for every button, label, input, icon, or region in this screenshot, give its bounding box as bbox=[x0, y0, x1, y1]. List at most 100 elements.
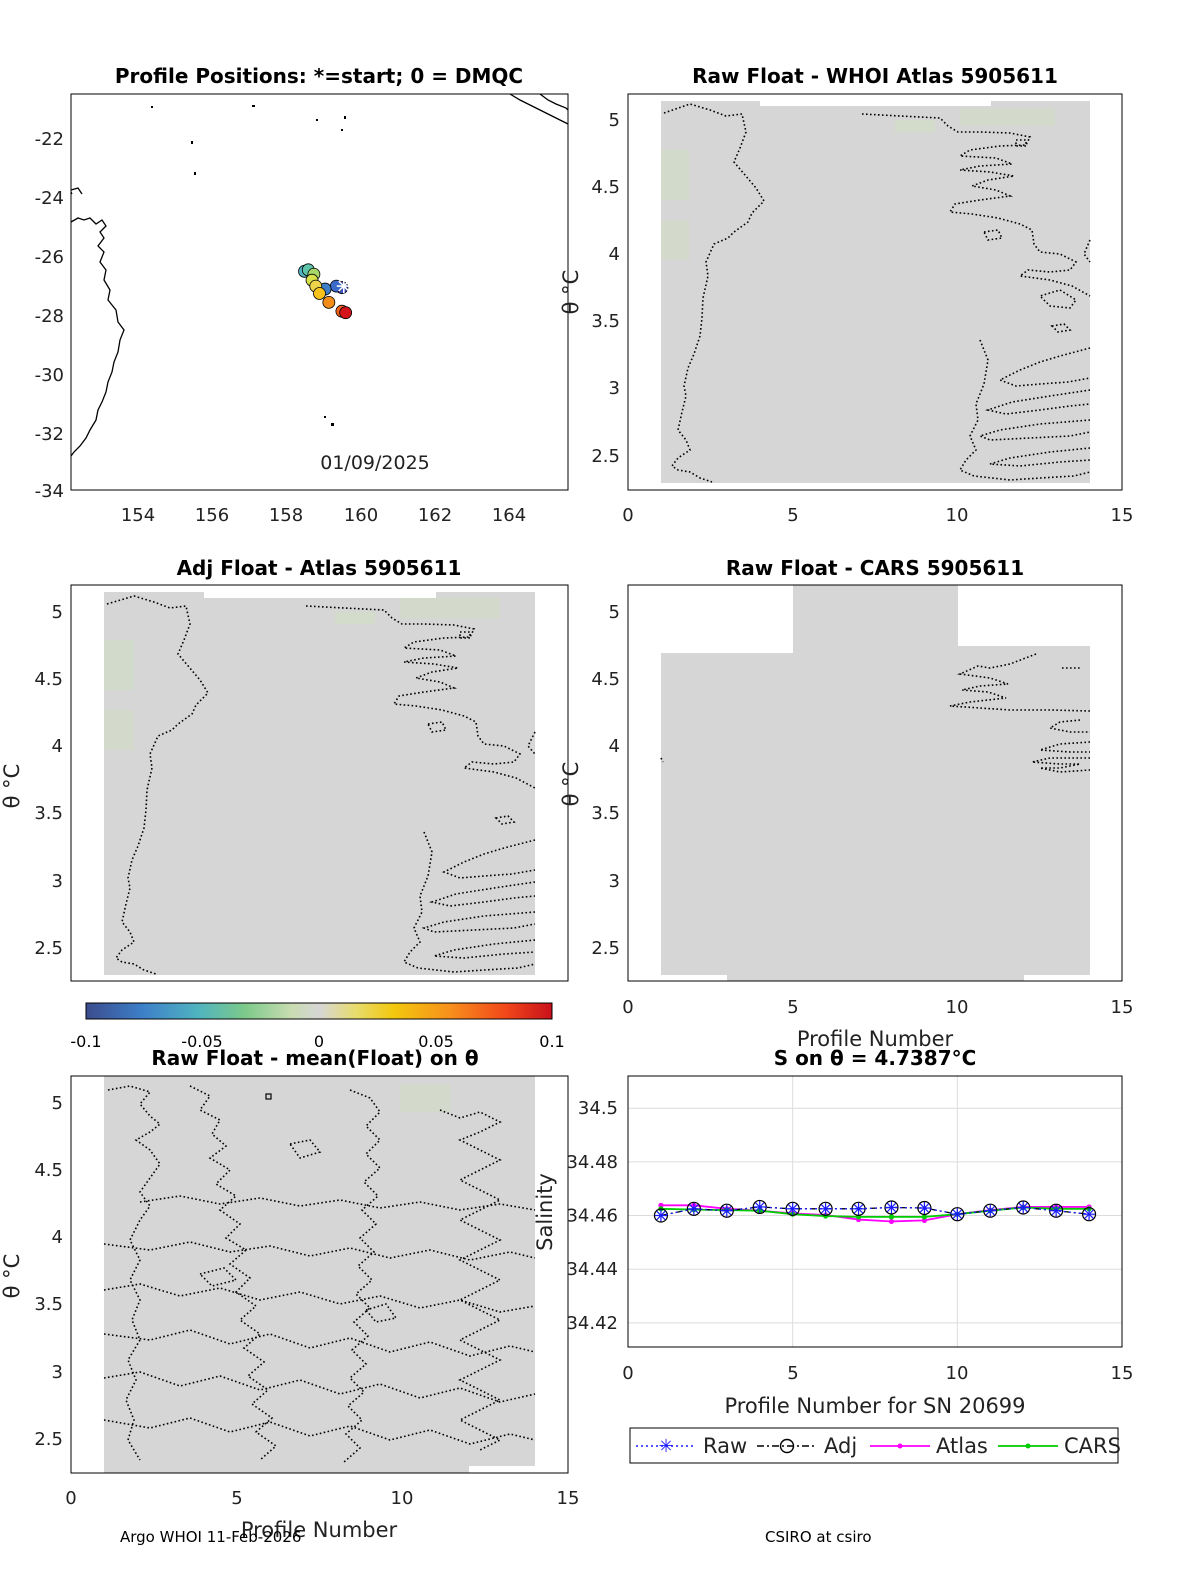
mean-xtick: 15 bbox=[557, 1488, 580, 1509]
legend-item-raw: ✳ Raw bbox=[636, 1434, 747, 1458]
map-panel: Profile Positions: *=start; 0 = DMQC 01/… bbox=[35, 64, 569, 526]
adj-frame bbox=[70, 584, 569, 982]
cars-contours bbox=[660, 653, 1091, 773]
mean-contours bbox=[103, 1085, 536, 1463]
series-raw-point bbox=[984, 1204, 997, 1217]
whoi-panel-title: Raw Float - WHOI Atlas 5905611 bbox=[692, 64, 1058, 88]
salinity-y-label: Salinity bbox=[533, 1173, 557, 1251]
salinity-legend: ✳ Raw Adj Atlas CARS bbox=[629, 1427, 1121, 1464]
whoi-xtick: 10 bbox=[946, 505, 969, 526]
mean-xtick: 5 bbox=[231, 1488, 242, 1509]
series-raw-point bbox=[852, 1202, 865, 1215]
mean-y-ticks: 5 4.5 4 3.5 3 2.5 bbox=[34, 1093, 63, 1450]
adj-field-patch bbox=[104, 710, 134, 750]
profile-position-markers bbox=[298, 263, 353, 320]
whoi-y-ticks: 5 4.5 4 3.5 3 2.5 bbox=[591, 110, 620, 467]
whoi-frame bbox=[627, 93, 1123, 491]
map-x-ticks: 154 156 158 160 162 164 bbox=[121, 505, 526, 526]
colorbar-tick: -0.05 bbox=[181, 1032, 222, 1051]
whoi-ytick: 3.5 bbox=[591, 311, 620, 332]
mean-panel-title: Raw Float - mean(Float) on θ bbox=[151, 1046, 478, 1070]
map-ytick: -26 bbox=[35, 247, 64, 268]
salinity-axes-bg bbox=[628, 1076, 1122, 1347]
salinity-panel: S on θ = 4.7387°C Salinity 34.5 34.48 34.4… bbox=[533, 1046, 1133, 1418]
adj-field-patch bbox=[335, 612, 375, 624]
mean-panel: Raw Float - mean(Float) on θ θ °C 5 4.5 … bbox=[0, 1046, 579, 1542]
map-y-ticks: -22 -24 -26 -28 -30 -32 -34 bbox=[35, 129, 64, 502]
series-raw-point bbox=[720, 1204, 733, 1217]
whoi-ytick: 4.5 bbox=[591, 177, 620, 198]
adj-atlas-panel: Adj Float - Atlas 5905611 θ °C 5 4.5 4 3… bbox=[0, 556, 569, 982]
cars-panel: Raw Float - CARS 5905611 θ °C 5 4.5 4 3.… bbox=[559, 556, 1133, 1051]
series-raw-point bbox=[753, 1200, 766, 1213]
colorbar-tick: -0.1 bbox=[70, 1032, 101, 1051]
coastline-new-caledonia bbox=[509, 93, 569, 125]
map-xtick: 156 bbox=[195, 505, 229, 526]
series-adj-point bbox=[917, 1200, 932, 1216]
mean-x-label: Profile Number bbox=[241, 1518, 398, 1542]
series-adj-point bbox=[653, 1208, 669, 1223]
series-raw-point bbox=[951, 1208, 964, 1221]
legend-raw-label: Raw bbox=[703, 1434, 747, 1458]
mean-ytick: 5 bbox=[52, 1093, 63, 1114]
whoi-x-ticks: 0 5 10 15 bbox=[622, 505, 1133, 526]
cars-y-ticks: 5 4.5 4 3.5 3 2.5 bbox=[591, 602, 620, 959]
adj-contours bbox=[106, 595, 536, 975]
whoi-ytick: 3 bbox=[609, 378, 620, 399]
salinity-xtick: 5 bbox=[787, 1363, 798, 1384]
whoi-field-patch bbox=[661, 150, 689, 200]
mean-y-label: θ °C bbox=[0, 1254, 24, 1299]
series-raw-point bbox=[918, 1202, 931, 1215]
whoi-field-patch bbox=[661, 220, 689, 260]
legend-cars-marker bbox=[1025, 1443, 1031, 1449]
cars-ytick: 3.5 bbox=[591, 803, 620, 824]
cars-difference-field bbox=[661, 585, 1090, 981]
whoi-field-patch bbox=[960, 108, 1055, 126]
cars-xtick: 5 bbox=[787, 997, 798, 1018]
cars-ytick: 3 bbox=[609, 871, 620, 892]
mean-difference-field bbox=[104, 1076, 535, 1473]
footer-right: CSIRO at csiro bbox=[765, 1528, 872, 1546]
map-xtick: 164 bbox=[492, 505, 526, 526]
adj-ytick: 4.5 bbox=[34, 669, 63, 690]
map-ytick: -30 bbox=[35, 365, 64, 386]
map-xtick: 162 bbox=[418, 505, 452, 526]
legend-item-atlas: Atlas bbox=[870, 1434, 988, 1458]
whoi-contours bbox=[663, 103, 1091, 483]
series-raw-point bbox=[1050, 1204, 1063, 1217]
map-xtick: 158 bbox=[269, 505, 303, 526]
mean-ytick: 3.5 bbox=[34, 1294, 63, 1315]
series-raw-line bbox=[660, 1206, 1090, 1217]
whoi-atlas-panel: Raw Float - WHOI Atlas 5905611 θ °C 5 4.… bbox=[559, 64, 1133, 526]
colorbar-tick: 0.05 bbox=[418, 1032, 454, 1051]
series-raw-point bbox=[1083, 1208, 1096, 1221]
profile-position-marker bbox=[322, 295, 336, 309]
salinity-frame bbox=[627, 1075, 1123, 1348]
salinity-ytick: 34.44 bbox=[566, 1259, 618, 1280]
adj-panel-title: Adj Float - Atlas 5905611 bbox=[177, 556, 462, 580]
cars-ytick: 4.5 bbox=[591, 669, 620, 690]
legend-item-adj: Adj bbox=[757, 1434, 857, 1458]
whoi-xtick: 5 bbox=[787, 505, 798, 526]
map-frame bbox=[70, 93, 569, 491]
salinity-xtick: 10 bbox=[946, 1363, 969, 1384]
cars-xtick: 0 bbox=[622, 997, 633, 1018]
legend-atlas-label: Atlas bbox=[936, 1434, 988, 1458]
series-adj-point bbox=[1081, 1207, 1097, 1222]
whoi-xtick: 0 bbox=[622, 505, 633, 526]
series-raw-point bbox=[786, 1202, 799, 1215]
salinity-panel-title: S on θ = 4.7387°C bbox=[774, 1046, 977, 1070]
colorbar-tick: 0 bbox=[314, 1032, 324, 1051]
mean-frame bbox=[70, 1075, 569, 1474]
cars-xtick: 15 bbox=[1111, 997, 1134, 1018]
cars-ytick: 2.5 bbox=[591, 938, 620, 959]
profile-position-marker bbox=[313, 287, 326, 300]
adj-y-ticks: 5 4.5 4 3.5 3 2.5 bbox=[34, 602, 63, 959]
colorbar-tick: 0.1 bbox=[539, 1032, 564, 1051]
legend-raw-marker: ✳ bbox=[658, 1436, 673, 1457]
cars-ytick: 5 bbox=[609, 602, 620, 623]
salinity-ytick: 34.48 bbox=[566, 1152, 618, 1173]
cars-y-label: θ °C bbox=[559, 762, 583, 807]
islands bbox=[151, 105, 346, 426]
salinity-xtick: 0 bbox=[622, 1363, 633, 1384]
